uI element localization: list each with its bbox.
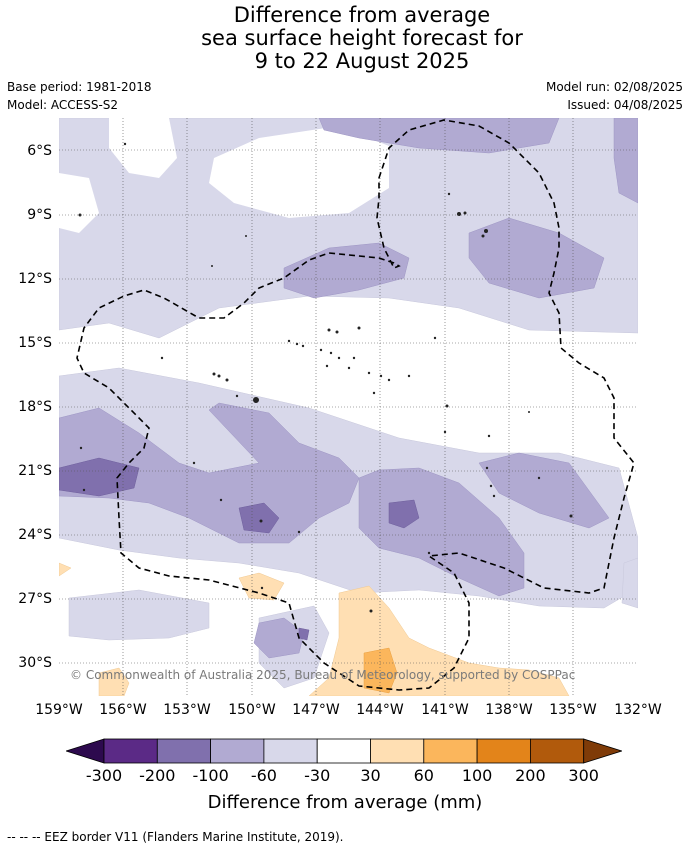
anomaly-orange	[363, 647, 398, 694]
lon-label-150w: 150°W	[228, 702, 276, 718]
colorbar	[66, 738, 622, 764]
lon-label-147w: 147°W	[292, 702, 340, 718]
colorbar-extend-high	[583, 738, 622, 764]
colorbar-label: Difference from average (mm)	[207, 792, 483, 813]
eez-footnote: -- -- -- EEZ border V11 (Flanders Marine…	[7, 830, 344, 844]
title-line-1: Difference from average	[233, 3, 491, 27]
islands	[78, 142, 573, 613]
map-title: Difference from average sea surface heig…	[0, 4, 690, 73]
colorbar-cell	[423, 738, 478, 764]
colorbar-cell	[316, 738, 371, 764]
colorbar-tick-label: -300	[85, 766, 123, 785]
colorbar-extend-low	[66, 738, 105, 764]
colorbar-cell	[103, 738, 158, 764]
map-panel	[59, 118, 638, 696]
lat-label-15s: 15°S	[18, 335, 52, 351]
lon-label-159w: 159°W	[35, 702, 83, 718]
lon-label-132w: 132°W	[614, 702, 662, 718]
title-line-3: 9 to 22 August 2025	[254, 49, 470, 73]
colorbar-tick-label: -200	[139, 766, 176, 785]
colorbar-tick-label: 200	[515, 766, 546, 785]
lat-label-27s: 27°S	[18, 591, 52, 607]
sea-height-map	[59, 118, 638, 696]
lon-label-138w: 138°W	[485, 702, 533, 718]
model-name: Model: ACCESS-S2	[7, 98, 119, 112]
lon-label-144w: 144°W	[356, 702, 404, 718]
colorbar-cell	[210, 738, 265, 764]
anomaly-medium-lavender	[59, 118, 638, 659]
map-gridlines	[59, 118, 638, 696]
meta-right: Model run: 02/08/2025 Issued: 04/08/2025	[546, 78, 683, 114]
colorbar-tick-label: -100	[192, 766, 229, 785]
colorbar-cell	[529, 738, 585, 764]
colorbar-tick-label: 30	[360, 766, 381, 785]
lon-label-141w: 141°W	[421, 702, 469, 718]
lon-label-156w: 156°W	[99, 702, 147, 718]
eez-border	[76, 119, 635, 691]
lat-label-30s: 30°S	[18, 655, 52, 671]
model-run: Model run: 02/08/2025	[545, 80, 683, 94]
lat-label-24s: 24°S	[18, 527, 52, 543]
lat-label-21s: 21°S	[18, 463, 52, 479]
title-line-2: sea surface height forecast for	[201, 26, 523, 50]
colorbar-tick-label: 60	[413, 766, 434, 785]
anomaly-neutral-areas	[59, 118, 389, 233]
colorbar-cell	[476, 738, 531, 764]
meta-left: Base period: 1981-2018 Model: ACCESS-S2	[7, 78, 152, 114]
lon-label-135w: 135°W	[549, 702, 597, 718]
colorbar-cell	[370, 738, 425, 764]
base-period: Base period: 1981-2018	[7, 80, 152, 94]
anomaly-dark-purple	[59, 457, 420, 641]
colorbar-tick-label: -30	[304, 766, 331, 785]
colorbar-tick-label: 100	[461, 766, 493, 785]
issued-date: Issued: 04/08/2025	[567, 98, 683, 112]
lat-label-18s: 18°S	[18, 399, 52, 415]
colorbar-tick-label: 300	[568, 766, 599, 785]
lon-label-153w: 153°W	[163, 702, 211, 718]
lat-label-9s: 9°S	[27, 207, 52, 223]
copyright-notice: © Commonwealth of Australia 2025, Bureau…	[70, 668, 576, 682]
lat-label-12s: 12°S	[18, 271, 52, 287]
colorbar-tick-label: -60	[250, 766, 277, 785]
colorbar-cell	[156, 738, 212, 764]
lat-label-6s: 6°S	[27, 143, 52, 159]
colorbar-cells	[66, 738, 622, 764]
colorbar-cell	[263, 738, 318, 764]
